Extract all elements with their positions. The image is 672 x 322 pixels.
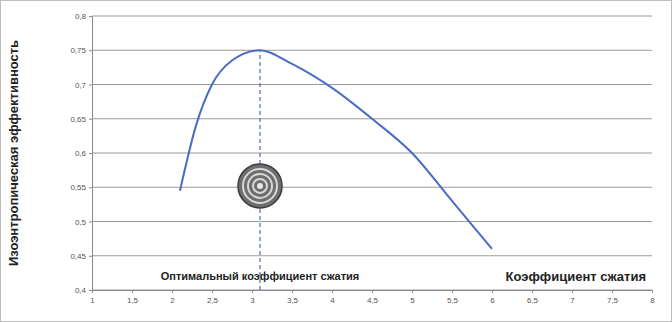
- x-tick-mark: [412, 290, 413, 293]
- y-tick-label: 0,8: [75, 12, 87, 21]
- y-tick-label: 0,75: [70, 46, 86, 55]
- grid-line: [92, 255, 652, 256]
- grid-line: [92, 84, 652, 85]
- y-tick-mark: [89, 85, 92, 86]
- x-tick-mark: [452, 290, 453, 293]
- compressor-icon: [238, 164, 282, 208]
- x-tick: 6: [490, 290, 495, 305]
- icon-core: [257, 183, 263, 189]
- x-tick-mark: [572, 290, 573, 293]
- x-tick-label: 7,5: [607, 296, 619, 305]
- x-tick-label: 5,5: [447, 296, 459, 305]
- x-tick-label: 8: [650, 296, 655, 305]
- y-tick-label: 0,45: [70, 252, 86, 261]
- y-tick: 0,55: [70, 183, 92, 192]
- x-tick-mark: [372, 290, 373, 293]
- x-tick: 5,5: [447, 290, 459, 305]
- x-tick: 4,5: [367, 290, 379, 305]
- y-tick-mark: [89, 256, 92, 257]
- x-tick: 4: [330, 290, 335, 305]
- y-axis-line: [89, 17, 93, 291]
- y-tick-mark: [89, 153, 92, 154]
- x-tick-mark: [172, 290, 173, 293]
- x-tick-label: 1: [90, 296, 95, 305]
- x-tick: 7,5: [607, 290, 619, 305]
- icon-ring: [248, 174, 272, 198]
- x-tick-mark: [612, 290, 613, 293]
- grid-line: [92, 153, 652, 154]
- y-tick-label: 0,65: [70, 115, 86, 124]
- y-tick: 0,7: [75, 81, 92, 90]
- y-tick: 0,65: [70, 115, 92, 124]
- x-tick-mark: [532, 290, 533, 293]
- y-tick-label: 0,6: [75, 149, 87, 158]
- x-tick: 1: [90, 290, 95, 305]
- y-tick-mark: [89, 290, 92, 291]
- y-tick: 0,4: [75, 286, 92, 295]
- x-axis-title: Коэффициент сжатия: [506, 269, 646, 284]
- icon-ring: [238, 164, 282, 208]
- grid-line: [92, 50, 652, 51]
- y-tick: 0,5: [75, 218, 92, 227]
- y-tick-label: 0,5: [75, 218, 87, 227]
- x-tick: 7: [570, 290, 575, 305]
- x-tick: 2,5: [207, 290, 219, 305]
- y-tick: 0,6: [75, 149, 92, 158]
- x-axis: 1 1,5 2 2,5 3 3,5 4 4,5 5 5,5 6 6,5 7 7,5 8: [90, 290, 655, 305]
- plot: 11,522,533,544,555,566,577,580,40,450,50…: [70, 12, 655, 305]
- chart-frame: [1, 1, 672, 322]
- x-axis-line: [93, 291, 653, 294]
- grid-line: [92, 221, 652, 222]
- x-tick-mark: [292, 290, 293, 293]
- y-tick-mark: [89, 50, 92, 51]
- x-tick-mark: [212, 290, 213, 293]
- x-tick-label: 2,5: [207, 296, 219, 305]
- x-tick-label: 5: [410, 296, 415, 305]
- x-tick: 6,5: [527, 290, 539, 305]
- x-tick-label: 4,5: [367, 296, 379, 305]
- x-tick-mark: [652, 290, 653, 293]
- x-tick: 8: [650, 290, 655, 305]
- data-line: [180, 50, 492, 249]
- x-tick: 3,5: [287, 290, 299, 305]
- x-tick-label: 7: [570, 296, 575, 305]
- y-axis: 0,4 0,45 0,5 0,55 0,6 0,65 0,7 0,75 0,8: [70, 12, 92, 295]
- x-tick: 3: [250, 290, 255, 305]
- grid: [92, 16, 652, 290]
- y-axis-title: Изоэнтропическая эффективность: [6, 40, 21, 266]
- x-tick-label: 3,5: [287, 296, 299, 305]
- chart: 11,522,533,544,555,566,577,580,40,450,50…: [0, 0, 672, 322]
- x-tick-label: 2: [170, 296, 175, 305]
- y-tick-mark: [89, 119, 92, 120]
- y-tick: 0,45: [70, 252, 92, 261]
- y-tick: 0,8: [75, 12, 92, 21]
- x-tick-label: 6,5: [527, 296, 539, 305]
- y-tick-label: 0,4: [75, 286, 87, 295]
- y-tick-mark: [89, 187, 92, 188]
- x-tick-mark: [492, 290, 493, 293]
- x-tick-label: 1,5: [127, 296, 139, 305]
- x-tick-label: 6: [490, 296, 495, 305]
- x-tick-label: 3: [250, 296, 255, 305]
- y-tick-label: 0,55: [70, 183, 86, 192]
- y-tick-label: 0,7: [75, 81, 87, 90]
- y-tick-mark: [89, 222, 92, 223]
- x-tick-mark: [132, 290, 133, 293]
- icon-ring: [253, 179, 267, 193]
- x-tick-label: 4: [330, 296, 335, 305]
- y-tick-mark: [89, 16, 92, 17]
- x-tick: 5: [410, 290, 415, 305]
- x-tick-mark: [332, 290, 333, 293]
- marks: [180, 50, 492, 290]
- y-tick: 0,75: [70, 46, 92, 55]
- grid-line: [92, 187, 652, 188]
- x-tick: 2: [170, 290, 175, 305]
- grid-line: [92, 16, 652, 17]
- icon-ring: [243, 169, 277, 203]
- annotation-text: Оптимальный коэффициент сжатия: [161, 270, 360, 282]
- x-tick: 1,5: [127, 290, 139, 305]
- x-tick-mark: [252, 290, 253, 293]
